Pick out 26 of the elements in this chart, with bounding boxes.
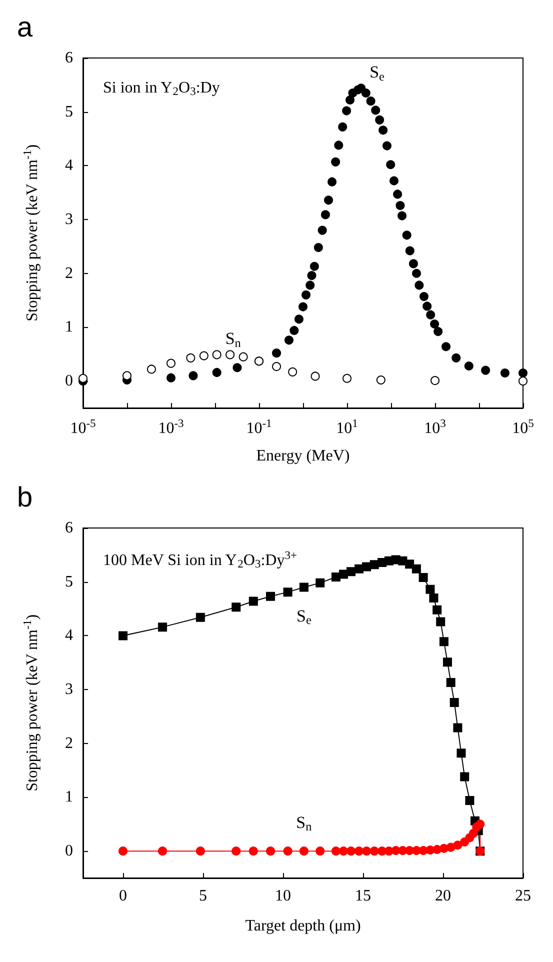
y-axis-title: Stopping power (keV nm-1) — [22, 614, 42, 792]
chart-title: a — [17, 12, 33, 42]
x-tick-label: 20 — [435, 888, 451, 904]
x-axis-title: Energy (MeV) — [256, 448, 350, 464]
x-tick-label: 0 — [119, 888, 127, 904]
x-tick-label: 10 — [275, 888, 291, 904]
y-axis-title: Stopping power (keV nm-1) — [22, 144, 42, 322]
x-tick-label: 15 — [355, 888, 371, 904]
chart-title: b — [17, 482, 33, 512]
y-tick-label: 3 — [65, 681, 73, 698]
y-tick-label: 3 — [65, 211, 73, 228]
y-tick-label: 6 — [65, 50, 73, 66]
x-tick-label: 25 — [515, 888, 531, 904]
y-tick-label: 1 — [65, 318, 73, 336]
y-tick-label: 5 — [65, 573, 73, 590]
y-tick-label: 0 — [65, 842, 73, 860]
y-tick-label: 4 — [65, 157, 73, 174]
y-tick-label: 2 — [65, 734, 73, 752]
y-tick-label: 5 — [65, 103, 73, 120]
x-tick-label: 5 — [199, 888, 207, 904]
y-tick-label: 1 — [65, 788, 73, 806]
y-tick-label: 0 — [65, 372, 73, 390]
y-tick-label: 4 — [65, 627, 73, 644]
x-axis-title: Target depth (μm) — [245, 918, 361, 934]
y-tick-label: 2 — [65, 264, 73, 282]
y-tick-label: 6 — [65, 520, 73, 536]
